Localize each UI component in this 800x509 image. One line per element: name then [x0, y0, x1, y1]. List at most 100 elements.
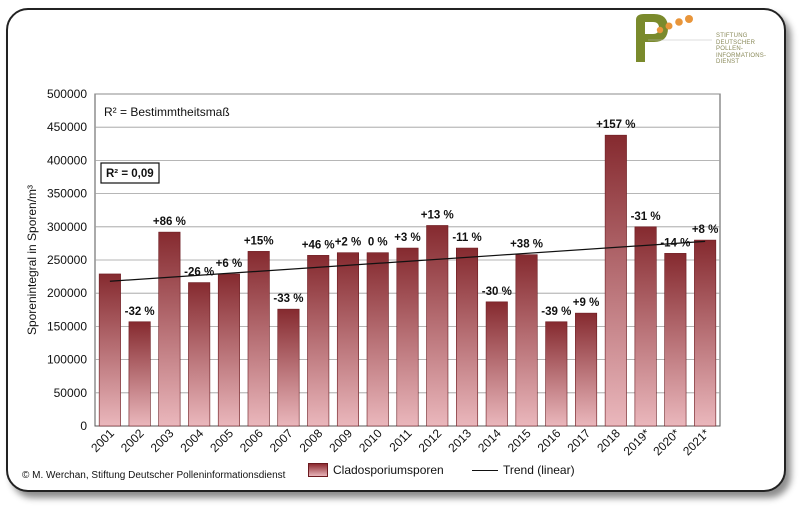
data-label: +13 % — [421, 209, 454, 221]
copyright-note: © M. Werchan, Stiftung Deutscher Polleni… — [22, 470, 286, 481]
bar — [307, 255, 330, 427]
data-label: +6 % — [216, 258, 243, 270]
bar — [277, 308, 300, 427]
logo-dot — [675, 18, 683, 26]
x-tick-label: 2002 — [118, 426, 147, 455]
x-tick-label: 2013 — [445, 426, 474, 455]
x-tick-label: 2010 — [356, 426, 385, 455]
x-tick-label: 2001 — [88, 426, 117, 455]
data-label: -33 % — [273, 293, 303, 305]
bar — [396, 247, 419, 427]
y-tick-label: 100000 — [47, 353, 87, 367]
x-tick-label: 2018 — [594, 426, 623, 455]
bar — [426, 225, 449, 427]
legend-bar-label: Cladosporiumsporen — [333, 463, 444, 477]
bar — [694, 239, 717, 427]
r2-value-box — [100, 162, 160, 184]
y-tick-label: 350000 — [47, 187, 87, 201]
x-tick-label: 2009 — [326, 426, 355, 455]
logo-dot — [656, 26, 664, 34]
bar — [515, 254, 538, 427]
data-label: -32 % — [125, 306, 155, 318]
y-tick-label: 500000 — [47, 87, 87, 101]
data-label: +38 % — [510, 239, 543, 251]
bar — [634, 226, 657, 427]
data-label: -26 % — [184, 267, 214, 279]
data-label: -39 % — [541, 306, 571, 318]
logo-text-line: INFORMATIONS- — [716, 52, 767, 59]
logo-text-line: DEUTSCHER — [716, 39, 756, 46]
x-tick-label: 2006 — [237, 426, 266, 455]
bar — [575, 312, 598, 427]
data-label: +15% — [244, 235, 274, 247]
bar — [485, 301, 508, 427]
x-tick-label: 2014 — [475, 426, 504, 455]
trend-line — [109, 240, 706, 282]
logo-dot — [665, 22, 673, 30]
legend-trend-swatch — [472, 469, 498, 471]
x-tick-label: 2016 — [535, 426, 564, 455]
x-tick-label: 2004 — [178, 426, 207, 455]
y-axis-label: Sporenintegral in Sporen/m³ — [25, 185, 39, 335]
ytick-layer: 0 50000 100000 150000 200000 250000 300000 3500… — [47, 87, 87, 433]
data-label: +86 % — [153, 216, 186, 228]
r2-value: R² = 0,09 — [106, 168, 154, 180]
logo-p-shape — [636, 14, 668, 62]
y-tick-label: 150000 — [47, 319, 87, 333]
legend-bar-entry: Cladosporiumsporen — [308, 463, 444, 477]
data-label: 0 % — [368, 237, 388, 249]
logo-dot — [685, 15, 693, 23]
bar — [247, 251, 270, 427]
data-label: +46 % — [302, 239, 335, 251]
logo-text-line: DIENST — [716, 59, 740, 66]
data-label: -14 % — [660, 237, 690, 249]
data-label: -30 % — [482, 286, 512, 298]
legend-bar-swatch — [308, 463, 328, 477]
x-tick-label: 2020* — [650, 426, 682, 458]
y-tick-label: 50000 — [54, 386, 88, 400]
y-tick-label: 200000 — [47, 286, 87, 300]
x-tick-label: 2007 — [267, 426, 296, 455]
bar — [604, 134, 627, 427]
bar — [128, 321, 151, 427]
x-tick-label: 2005 — [207, 426, 236, 455]
data-label: +8 % — [692, 224, 719, 236]
bar — [366, 252, 389, 427]
data-label: +9 % — [573, 297, 600, 309]
bar — [336, 252, 359, 427]
bar — [158, 231, 181, 427]
legend-trend-entry: Trend (linear) — [472, 463, 575, 477]
x-tick-label: 2019* — [621, 426, 653, 458]
bar — [664, 253, 687, 427]
r2-definition: R² = Bestimmtheitsmaß — [104, 105, 230, 119]
y-tick-label: 400000 — [47, 153, 87, 167]
xtick-layer: 2001 2002 2003 2004 2005 2006 2007 2008 2009 2010… — [88, 426, 712, 458]
label-layer: -32 % +86 % -26 %+6 %+15% -33 % +46 % +2 % 0 %… — [125, 119, 719, 318]
legend-trend-label: Trend (linear) — [503, 463, 575, 477]
data-label: +3 % — [394, 232, 421, 244]
logo — [636, 14, 712, 62]
logo-text: STIFTUNG DEUTSCHER POLLEN- INFORMATIONS-… — [716, 33, 766, 66]
data-label: -31 % — [631, 211, 661, 223]
bar — [545, 321, 568, 427]
x-tick-label: 2008 — [297, 426, 326, 455]
data-label: +157 % — [596, 119, 635, 131]
logo-text-line: POLLEN- — [716, 46, 744, 53]
bar — [456, 247, 479, 427]
y-tick-label: 300000 — [47, 220, 87, 234]
x-tick-label: 2012 — [416, 426, 445, 455]
y-tick-label: 250000 — [47, 253, 87, 267]
data-label: +2 % — [335, 237, 362, 249]
bar — [217, 273, 240, 427]
y-tick-label: 0 — [80, 419, 87, 433]
x-tick-label: 2015 — [505, 426, 534, 455]
bar — [188, 282, 211, 427]
logo-text-line: STIFTUNG — [716, 33, 748, 39]
data-label: -11 % — [452, 232, 481, 244]
x-tick-label: 2003 — [148, 426, 177, 455]
bar — [98, 273, 121, 427]
x-tick-label: 2011 — [386, 426, 414, 454]
x-tick-label: 2017 — [564, 426, 593, 455]
bar-layer — [98, 134, 717, 427]
